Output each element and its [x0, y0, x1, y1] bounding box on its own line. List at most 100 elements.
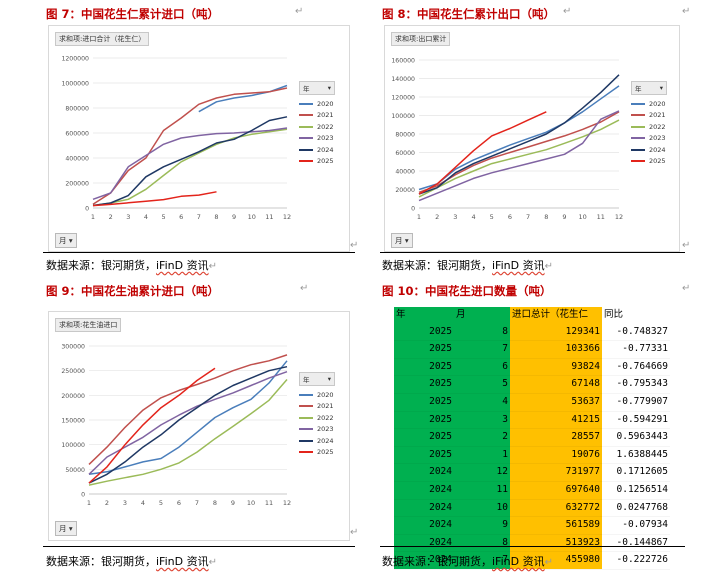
- fig9-field-tag[interactable]: 求和项:花生油进口: [55, 318, 122, 332]
- column-header-yoy: 同比: [602, 307, 670, 324]
- legend-swatch: [299, 114, 313, 117]
- table-row: 2025 6 93824 -0.764669: [394, 358, 670, 377]
- legend-label: 2025: [317, 448, 334, 457]
- legend-swatch: [299, 102, 313, 105]
- legend-entry: 2022: [299, 412, 335, 424]
- x-tick-label: 6: [177, 499, 181, 507]
- y-tick-label: 1200000: [61, 56, 89, 63]
- source-prefix: 数据来源：银河期货，: [46, 555, 156, 568]
- y-tick-label: 0: [81, 492, 85, 499]
- cell-month: 12: [454, 463, 510, 482]
- cell-month: 7: [454, 340, 510, 359]
- cell-year: 2025: [394, 358, 454, 377]
- x-tick-label: 10: [578, 213, 586, 221]
- legend-filter-button[interactable]: 年 ▾: [299, 372, 335, 386]
- legend-label: 2022: [317, 122, 334, 131]
- legend-entry: 2023: [299, 133, 335, 145]
- fig9-month-filter-button[interactable]: 月 ▾: [55, 521, 77, 536]
- fig7-title: 图 7：中国花生仁累计进口（吨）: [46, 7, 220, 21]
- fig8-line-chart: 0 20000 40000 60000 80000 100000 120000 140000 1…: [391, 58, 623, 222]
- y-tick-label: 150000: [61, 418, 85, 425]
- x-tick-label: 3: [453, 213, 457, 221]
- cell-yoy: -0.764669: [602, 358, 670, 377]
- legend-swatch: [299, 137, 313, 140]
- legend-entry: 2023: [299, 424, 335, 436]
- y-tick-label: 0: [85, 206, 89, 213]
- cell-month: 7: [454, 551, 510, 570]
- fig8-field-tag[interactable]: 求和项:出口累计: [391, 32, 451, 46]
- paragraph-mark: ↵: [350, 240, 359, 251]
- legend-label: 2021: [649, 111, 666, 120]
- x-tick-label: 8: [214, 213, 218, 221]
- table-row: 2024 8 513923 -0.144867: [394, 534, 670, 553]
- legend-swatch: [299, 160, 313, 163]
- fig7-source: 数据来源：银河期货，iFinD 资讯↵: [46, 257, 217, 273]
- x-tick-label: 1: [417, 213, 421, 221]
- legend-swatch: [631, 137, 645, 140]
- x-tick-label: 3: [123, 499, 127, 507]
- table-row: 2025 2 28557 0.5963443: [394, 428, 670, 447]
- series-line-2024: [92, 116, 288, 207]
- filter-icon: ▾: [327, 375, 331, 383]
- table-row: 2025 8 129341 -0.748327: [394, 323, 670, 342]
- cell-total: 513923: [510, 534, 602, 553]
- paragraph-mark: ↵: [682, 283, 691, 294]
- x-tick-label: 3: [126, 213, 130, 221]
- fig8-source: 数据来源：银河期货，iFinD 资讯↵: [382, 257, 553, 273]
- cell-yoy: -0.748327: [602, 323, 670, 342]
- legend-filter-button[interactable]: 年 ▾: [631, 81, 667, 95]
- legend-label: 2024: [317, 436, 334, 445]
- cell-total: 632772: [510, 499, 602, 518]
- legend-swatch: [299, 405, 313, 408]
- table-row: 2025 3 41215 -0.594291: [394, 411, 670, 430]
- series-line-2021: [418, 111, 620, 194]
- y-tick-label: 140000: [391, 76, 415, 83]
- legend-swatch: [299, 416, 313, 419]
- cell-month: 5: [454, 375, 510, 394]
- source-prefix: 数据来源：银河期货，: [46, 259, 156, 272]
- fig9-source: 数据来源：银河期货，iFinD 资讯↵: [46, 553, 217, 569]
- x-tick-label: 7: [526, 213, 530, 221]
- source-ifind: iFinD 资讯: [156, 555, 209, 568]
- fig7-month-filter-button[interactable]: 月 ▾: [55, 233, 77, 248]
- legend-entry: 2024: [631, 144, 667, 156]
- legend-label: 2021: [317, 402, 334, 411]
- y-tick-label: 80000: [395, 132, 415, 139]
- cell-yoy: -0.795343: [602, 375, 670, 394]
- cell-year: 2024: [394, 551, 454, 570]
- paragraph-mark: ↵: [300, 283, 309, 294]
- legend-entry: 2025: [631, 156, 667, 168]
- cell-year: 2025: [394, 446, 454, 465]
- cell-year: 2025: [394, 323, 454, 342]
- y-tick-label: 0: [411, 206, 415, 213]
- legend-entry: 2021: [299, 401, 335, 413]
- cell-total: 41215: [510, 411, 602, 430]
- x-tick-label: 9: [232, 213, 236, 221]
- cell-total: 28557: [510, 428, 602, 447]
- legend-entry: 2022: [299, 121, 335, 133]
- x-tick-label: 12: [283, 213, 291, 221]
- paragraph-mark: ↵: [208, 261, 217, 272]
- table-row: 2025 7 103366 -0.77331: [394, 340, 670, 359]
- cell-yoy: 0.5963443: [602, 428, 670, 447]
- legend-filter-button[interactable]: 年 ▾: [299, 81, 335, 95]
- x-tick-label: 12: [615, 213, 623, 221]
- paragraph-mark: ↵: [350, 527, 359, 538]
- table-header-row: 年 月 进口总计（花生仁 同比: [394, 307, 670, 324]
- cell-month: 1: [454, 446, 510, 465]
- y-tick-label: 60000: [395, 150, 415, 157]
- fig8-month-filter-button[interactable]: 月 ▾: [391, 233, 413, 248]
- paragraph-mark: ↵: [544, 557, 553, 568]
- y-tick-label: 50000: [65, 467, 85, 474]
- cell-month: 2: [454, 428, 510, 447]
- legend-swatch: [631, 160, 645, 163]
- fig7-legend: 年 ▾ 2020 2021 2022 2023 2024 2025: [299, 81, 335, 167]
- series-line-2022: [88, 379, 288, 486]
- x-tick-label: 9: [231, 499, 235, 507]
- paragraph-mark: ↵: [682, 240, 691, 251]
- fig7-field-tag[interactable]: 求和项:进口合计（花生仁）: [55, 32, 150, 46]
- legend-label: 2022: [649, 122, 666, 131]
- fig10-source: 数据来源：银河期货，iFinD 资讯↵: [382, 553, 553, 569]
- y-tick-label: 120000: [391, 95, 415, 102]
- legend-label: 2025: [317, 157, 334, 166]
